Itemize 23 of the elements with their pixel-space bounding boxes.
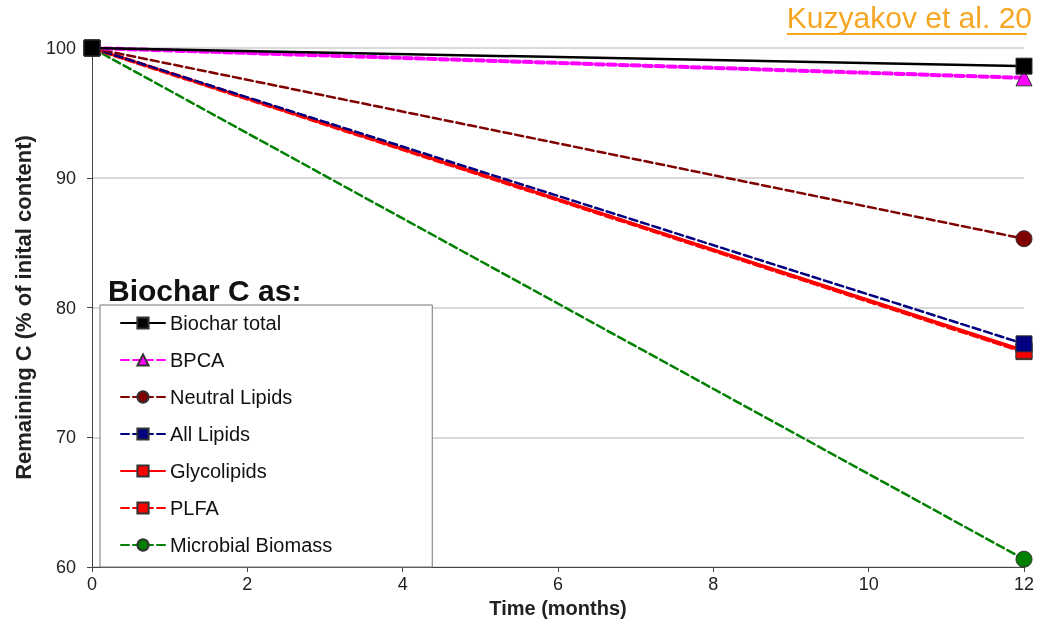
y-tick-label: 100: [45, 38, 76, 58]
legend-label: Biochar total: [170, 312, 282, 334]
x-tick-label: 6: [552, 574, 564, 594]
legend-label: Neutral Lipids: [170, 386, 293, 408]
x-tick-label: 4: [397, 574, 408, 594]
legend-label: Microbial Biomass: [170, 534, 333, 556]
legend-label: All Lipids: [170, 423, 251, 445]
legend-label: BPCA: [170, 349, 226, 371]
y-tick-label: 60: [55, 557, 76, 577]
y-tick-label: 80: [55, 297, 76, 318]
x-tick-label: 2: [242, 574, 253, 594]
x-tick-label: 8: [708, 574, 719, 594]
legend-label: Glycolipids: [170, 460, 267, 482]
legend-title: Biochar C as:: [108, 273, 302, 307]
x-axis-title: Time (months): [489, 596, 627, 619]
legend-label: PLFA: [170, 497, 220, 519]
x-tick-label: 12: [1013, 574, 1035, 594]
y-tick-label: 90: [55, 167, 76, 188]
y-axis-title: Remaining C (% of inital content): [10, 135, 36, 480]
x-tick-label: 10: [858, 574, 879, 594]
x-tick-label: 0: [86, 574, 98, 594]
text: Kuzyakov et al. 20: [786, 0, 1033, 34]
y-tick-label: 70: [55, 427, 76, 448]
